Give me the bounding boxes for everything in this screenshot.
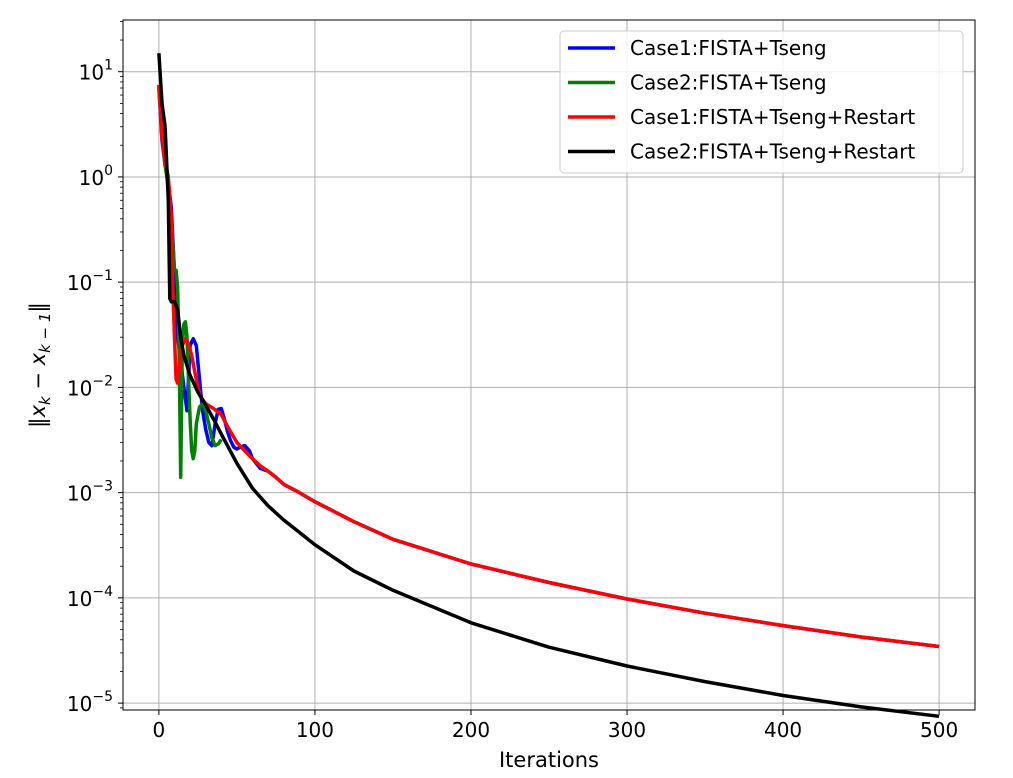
y-tick-label: 10−5 <box>67 689 113 716</box>
plot-frame <box>122 19 976 711</box>
y-axis-label-sub2: k − 1 <box>36 313 54 353</box>
y-axis-label-mid: − x <box>26 352 50 396</box>
y-axis-label: ‖xk − xk − 1‖ <box>26 302 54 428</box>
legend-label: Case2:FISTA+Tseng+Restart <box>630 140 915 164</box>
y-tick-label: 10−3 <box>67 479 113 506</box>
series-line <box>157 53 940 719</box>
x-axis-label: Iterations <box>499 748 599 772</box>
x-tick-label: 300 <box>608 718 646 742</box>
legend: Case1:FISTA+Tseng Case2:FISTA+Tseng Case1:… <box>559 30 964 174</box>
y-axis-label-open: ‖x <box>26 404 51 428</box>
x-tick-label: 100 <box>296 718 334 742</box>
axis-ticks: 0 100 200 300 400 500 101 100 10−1 10−2 10−3 10−4 10… <box>67 21 958 742</box>
legend-box <box>559 30 964 174</box>
x-tick-label: 0 <box>153 718 166 742</box>
y-tick-label: 10−2 <box>67 373 113 400</box>
legend-label: Case1:FISTA+Tseng+Restart <box>630 105 915 129</box>
series-line <box>157 84 940 649</box>
y-axis-label-close: ‖ <box>26 302 51 313</box>
y-tick-label: 10−4 <box>67 584 113 611</box>
legend-label: Case2:FISTA+Tseng <box>630 71 827 95</box>
x-tick-label: 200 <box>452 718 490 742</box>
x-tick-label: 400 <box>764 718 802 742</box>
legend-label: Case1:FISTA+Tseng <box>630 36 827 60</box>
y-tick-label: 100 <box>79 163 113 190</box>
x-tick-label: 500 <box>920 718 958 742</box>
y-tick-label: 10−1 <box>67 268 113 295</box>
y-axis-label-sub1: k <box>36 395 54 405</box>
series-lines <box>157 53 940 719</box>
y-tick-label: 101 <box>79 58 113 85</box>
